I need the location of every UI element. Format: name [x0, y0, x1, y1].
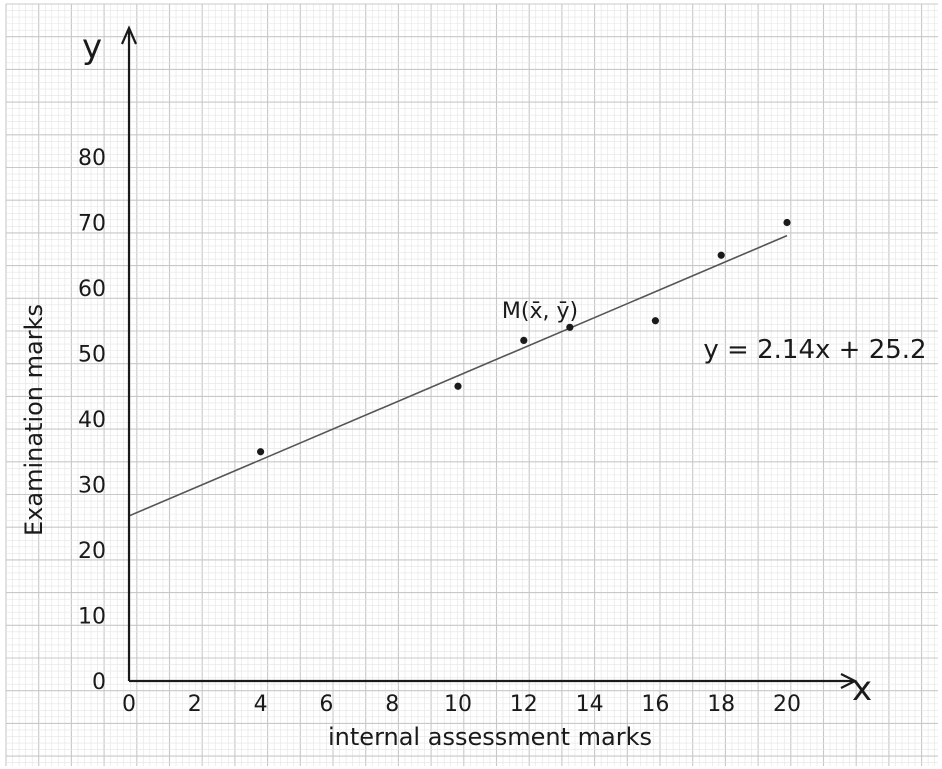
x-tick-label: 10: [444, 692, 472, 717]
data-point: [454, 382, 462, 390]
tick-labels: 0 2 4 6 8 10 12 14 16 18 20 0 10 20 30 40 50 60 70 80: [78, 146, 801, 717]
y-tick-label: 50: [78, 343, 106, 368]
y-axis-title: Examination marks: [20, 304, 48, 536]
y-tick-label: 60: [78, 277, 106, 302]
x-axis-symbol: x: [852, 669, 872, 709]
x-tick-label: 16: [641, 692, 669, 717]
x-tick-label: 6: [319, 692, 333, 717]
data-point: [566, 323, 574, 331]
data-point: [783, 218, 791, 227]
x-tick-label: 20: [773, 692, 801, 717]
x-tick-label: 12: [510, 692, 538, 717]
y-axis-arrow: [120, 25, 138, 45]
y-axis-symbol: y: [82, 27, 102, 67]
regression-equation: y = 2.14x + 25.2: [703, 335, 926, 365]
x-tick-label: 4: [254, 692, 268, 717]
data-point: [651, 317, 660, 325]
axes: [120, 25, 858, 689]
y-tick-label: 30: [78, 474, 106, 499]
x-tick-label: 8: [385, 692, 399, 717]
y-tick-label: 20: [78, 539, 106, 564]
data-point: [520, 336, 528, 344]
x-tick-label: 14: [576, 692, 604, 717]
y-tick-label: 10: [78, 605, 106, 630]
x-axis-title: internal assessment marks: [328, 723, 652, 751]
data-points: [257, 218, 791, 456]
regression-line: [128, 234, 788, 517]
x-tick-label: 18: [707, 692, 735, 717]
data-point: [257, 448, 265, 456]
regression-line-group: [128, 234, 788, 517]
x-axis-arrow: [840, 673, 858, 689]
x-tick-label: 0: [122, 692, 136, 717]
mean-point-label: M(x̄, ȳ): [502, 299, 578, 324]
data-point: [717, 251, 725, 259]
y-tick-label: 80: [78, 146, 106, 171]
x-tick-label: 2: [188, 692, 202, 717]
y-tick-label: 70: [78, 212, 106, 237]
grid: [5, 3, 938, 766]
y-tick-label: 40: [78, 408, 106, 433]
y-tick-label: 0: [92, 670, 106, 695]
